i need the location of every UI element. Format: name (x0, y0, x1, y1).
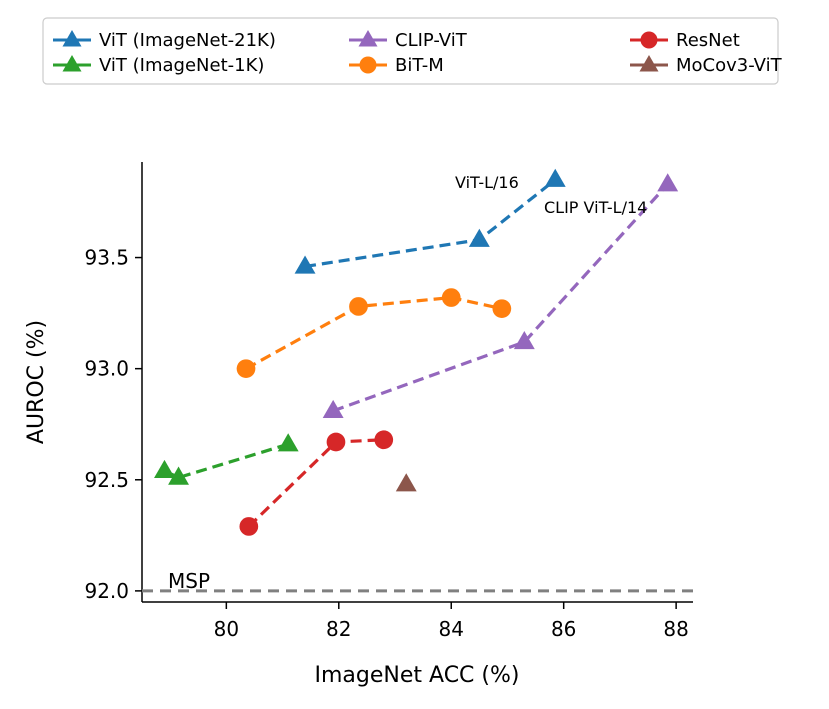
x-tick-label: 82 (326, 617, 351, 641)
legend-marker (62, 55, 82, 72)
legend-label: ViT (ImageNet-1K) (99, 55, 264, 76)
x-tick-label: 86 (551, 617, 576, 641)
x-tick-label: 84 (439, 617, 464, 641)
data-point (544, 168, 566, 187)
data-point (657, 173, 679, 192)
data-point (349, 297, 368, 316)
series-line (332, 183, 669, 413)
data-point (239, 517, 259, 536)
y-axis-label: AUROC (%) (24, 320, 49, 444)
x-tick-label: 88 (663, 617, 688, 641)
legend-label: CLIP-ViT (395, 30, 468, 51)
data-point (322, 399, 344, 419)
msp-baseline: MSP (142, 569, 693, 593)
data-point (236, 359, 256, 379)
y-tick-label: 93.0 (84, 357, 129, 381)
series-mocov3-vit (395, 473, 417, 492)
x-axis-label: ImageNet ACC (%) (315, 663, 520, 688)
legend-entry: ResNet (630, 30, 740, 51)
data-point (168, 466, 189, 485)
legend-marker (358, 30, 378, 47)
legend-entry: ViT (ImageNet-21K) (53, 30, 276, 51)
legend-marker (639, 55, 659, 72)
data-point (374, 430, 394, 450)
legend-marker (640, 31, 658, 49)
legend-label: ResNet (676, 30, 740, 51)
series-vit-imagenet-21k (294, 168, 566, 274)
data-point (441, 288, 461, 307)
data-point (154, 459, 175, 479)
legend-label: BiT-M (395, 55, 444, 76)
plot-series (154, 168, 679, 536)
data-point (468, 228, 490, 247)
legend-entry: CLIP-ViT (349, 30, 468, 51)
y-tick-label: 93.5 (84, 246, 129, 270)
legend-entry: BiT-M (349, 55, 444, 76)
series-bit-m (236, 288, 512, 379)
series-line (245, 295, 503, 371)
series-line (163, 442, 289, 480)
y-tick-label: 92.0 (84, 579, 129, 603)
series-clip-vit (322, 173, 679, 419)
data-point (326, 432, 346, 452)
legend-label: ViT (ImageNet-21K) (99, 30, 276, 51)
legend-marker (359, 56, 377, 74)
annotation-clip-vit-l14: CLIP ViT-L/14 (544, 198, 647, 217)
legend-frame (42, 17, 779, 85)
data-point (277, 433, 299, 452)
axes: 80 82 84 86 88 92.0 92.5 93.0 93.5 (84, 162, 693, 641)
data-point (513, 331, 535, 350)
data-point (492, 299, 512, 319)
data-point (395, 473, 417, 492)
data-point (294, 255, 316, 274)
legend-label: MoCov3-ViT (676, 55, 783, 76)
series-vit-imagenet-1k (154, 433, 299, 485)
legend-marker (62, 30, 82, 47)
legend-entry: ViT (ImageNet-1K) (53, 55, 264, 76)
x-tick-label: 80 (214, 617, 239, 641)
legend: ViT (ImageNet-21K) ViT (ImageNet-1K) CLIP-… (42, 17, 783, 85)
annotation-vit-l16: ViT-L/16 (455, 173, 519, 192)
series-line (304, 178, 557, 269)
msp-label: MSP (168, 569, 210, 593)
legend-entry: MoCov3-ViT (630, 55, 783, 76)
y-tick-label: 92.5 (84, 468, 129, 492)
series-line (247, 438, 384, 528)
series-resnet (239, 430, 394, 536)
